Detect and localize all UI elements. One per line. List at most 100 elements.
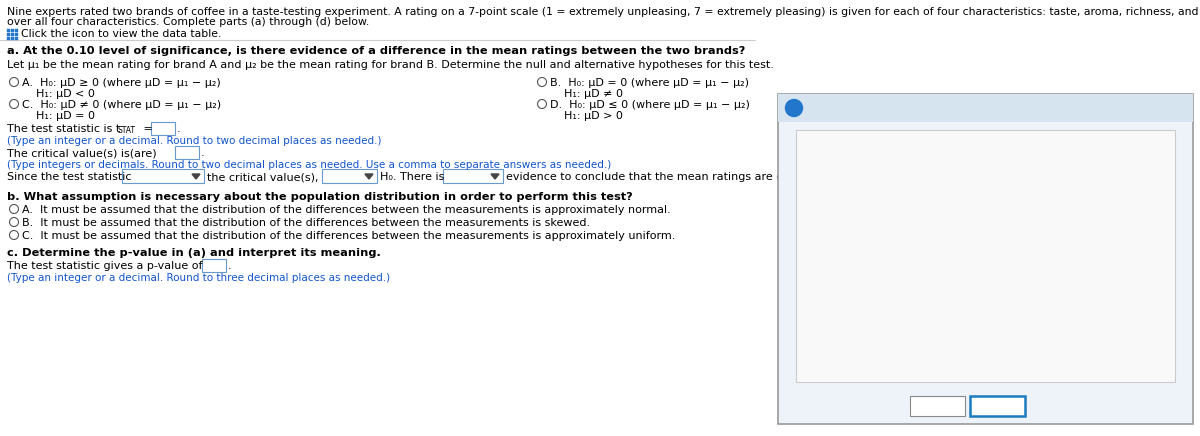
Text: (Type integers or decimals. Round to two decimal places as needed. Use a comma t: (Type integers or decimals. Round to two…: [7, 160, 611, 170]
Text: 25: 25: [911, 302, 925, 315]
FancyBboxPatch shape: [7, 33, 10, 36]
Text: 25: 25: [976, 233, 990, 246]
Text: 23: 23: [911, 233, 925, 246]
Text: .: .: [178, 124, 181, 134]
Text: 24: 24: [976, 164, 990, 177]
FancyBboxPatch shape: [11, 29, 14, 32]
Text: C.  It must be assumed that the distribution of the differences between the meas: C. It must be assumed that the distribut…: [22, 231, 676, 241]
Text: Since the test statistic: Since the test statistic: [7, 172, 132, 182]
FancyBboxPatch shape: [796, 130, 1175, 382]
Text: A.  It must be assumed that the distribution of the differences between the meas: A. It must be assumed that the distribut…: [22, 205, 671, 215]
Text: i: i: [791, 111, 796, 124]
FancyBboxPatch shape: [7, 37, 10, 40]
Text: R.M.: R.M.: [824, 325, 850, 338]
Text: The test statistic is t: The test statistic is t: [7, 124, 120, 134]
Polygon shape: [365, 174, 373, 179]
Text: Expert: Expert: [824, 148, 868, 161]
Text: =: =: [140, 124, 152, 134]
FancyBboxPatch shape: [14, 37, 18, 40]
Text: C.M.: C.M.: [824, 256, 850, 269]
Text: A.  H₀: μD ≥ 0 (where μD = μ₁ − μ₂): A. H₀: μD ≥ 0 (where μD = μ₁ − μ₂): [22, 78, 221, 88]
FancyBboxPatch shape: [970, 396, 1025, 416]
Text: 23: 23: [976, 187, 990, 200]
Text: 23: 23: [911, 256, 925, 269]
Circle shape: [538, 99, 546, 109]
Text: B.  H₀: μD = 0 (where μD = μ₁ − μ₂): B. H₀: μD = 0 (where μD = μ₁ − μ₂): [550, 78, 749, 88]
Polygon shape: [491, 174, 499, 179]
FancyBboxPatch shape: [11, 33, 14, 36]
FancyBboxPatch shape: [910, 396, 965, 416]
Text: C.  H₀: μD ≠ 0 (where μD = μ₁ − μ₂): C. H₀: μD ≠ 0 (where μD = μ₁ − μ₂): [22, 100, 221, 110]
Text: Nine experts rated two brands of coffee in a taste-testing experiment. A rating : Nine experts rated two brands of coffee …: [7, 7, 1200, 17]
Polygon shape: [192, 174, 200, 179]
Text: ×: ×: [1177, 101, 1188, 114]
Text: (Type an integer or a decimal. Round to three decimal places as needed.): (Type an integer or a decimal. Round to …: [7, 273, 390, 283]
Text: over all four characteristics. Complete parts (a) through (d) below.: over all four characteristics. Complete …: [7, 17, 370, 27]
Circle shape: [10, 218, 18, 226]
Text: 25: 25: [976, 279, 990, 292]
FancyBboxPatch shape: [7, 29, 10, 32]
Text: c. Determine the p-value in (a) and interpret its meaning.: c. Determine the p-value in (a) and inte…: [7, 248, 380, 258]
FancyBboxPatch shape: [14, 33, 18, 36]
Text: C.N.: C.N.: [824, 279, 848, 292]
Text: Data Table: Data Table: [808, 102, 888, 115]
Text: Let μ₁ be the mean rating for brand A and μ₂ be the mean rating for brand B. Det: Let μ₁ be the mean rating for brand A an…: [7, 60, 774, 70]
Text: 22: 22: [911, 164, 925, 177]
Text: 23: 23: [911, 187, 925, 200]
Text: Brand A: Brand A: [906, 148, 959, 161]
Text: C.C.: C.C.: [824, 164, 848, 177]
Circle shape: [10, 78, 18, 86]
Text: H₀. There is: H₀. There is: [380, 172, 444, 182]
Circle shape: [10, 231, 18, 239]
Text: .: .: [202, 148, 205, 158]
Text: —: —: [1163, 101, 1174, 111]
Text: 23: 23: [911, 325, 925, 338]
FancyBboxPatch shape: [151, 122, 175, 135]
Text: the critical value(s),: the critical value(s),: [208, 172, 318, 182]
FancyBboxPatch shape: [11, 37, 14, 40]
Circle shape: [538, 78, 546, 86]
FancyBboxPatch shape: [202, 259, 226, 272]
FancyBboxPatch shape: [175, 146, 199, 159]
FancyBboxPatch shape: [778, 94, 1193, 122]
Text: H₁: μD ≠ 0: H₁: μD ≠ 0: [564, 89, 623, 99]
Text: 24: 24: [976, 256, 990, 269]
Circle shape: [10, 99, 18, 109]
Text: The critical value(s) is(are): The critical value(s) is(are): [7, 148, 157, 158]
Text: 18: 18: [911, 210, 925, 223]
Text: STAT: STAT: [118, 126, 136, 135]
FancyBboxPatch shape: [443, 169, 503, 183]
Text: 24: 24: [976, 325, 990, 338]
Text: Brand B: Brand B: [971, 148, 1024, 161]
Text: 25: 25: [976, 348, 990, 361]
Text: H₁: μD = 0: H₁: μD = 0: [36, 111, 95, 121]
Text: P.V.: P.V.: [824, 348, 844, 361]
Text: Click the icon to view the data table.: Click the icon to view the data table.: [22, 29, 221, 39]
Text: Done: Done: [984, 401, 1015, 414]
Text: b. What assumption is necessary about the population distribution in order to pe: b. What assumption is necessary about th…: [7, 192, 632, 202]
Text: evidence to conclude that the mean ratings are different between the two brands.: evidence to conclude that the mean ratin…: [506, 172, 967, 182]
Circle shape: [786, 99, 803, 116]
Text: Print: Print: [922, 401, 949, 414]
Text: E.G: E.G: [824, 210, 845, 223]
Text: B.  It must be assumed that the distribution of the differences between the meas: B. It must be assumed that the distribut…: [22, 218, 590, 228]
FancyBboxPatch shape: [778, 94, 1193, 424]
FancyBboxPatch shape: [14, 29, 18, 32]
Text: G.N.: G.N.: [824, 302, 850, 315]
Text: a. At the 0.10 level of significance, is there evidence of a difference in the m: a. At the 0.10 level of significance, is…: [7, 46, 745, 56]
FancyBboxPatch shape: [322, 169, 377, 183]
Text: 19: 19: [976, 210, 990, 223]
Text: B.I.: B.I.: [824, 233, 842, 246]
Text: The test statistic gives a p-value of: The test statistic gives a p-value of: [7, 261, 203, 271]
Text: S.E.: S.E.: [824, 187, 846, 200]
Text: (Type an integer or a decimal. Round to two decimal places as needed.): (Type an integer or a decimal. Round to …: [7, 136, 382, 146]
Text: 24: 24: [911, 279, 925, 292]
Text: 24: 24: [976, 302, 990, 315]
Text: 23: 23: [911, 348, 925, 361]
Text: .: .: [228, 261, 232, 271]
FancyBboxPatch shape: [122, 169, 204, 183]
Text: H₁: μD < 0: H₁: μD < 0: [36, 89, 95, 99]
Text: D.  H₀: μD ≤ 0 (where μD = μ₁ − μ₂): D. H₀: μD ≤ 0 (where μD = μ₁ − μ₂): [550, 100, 750, 110]
Text: ⧉: ⧉: [1157, 136, 1163, 146]
Text: H₁: μD > 0: H₁: μD > 0: [564, 111, 623, 121]
